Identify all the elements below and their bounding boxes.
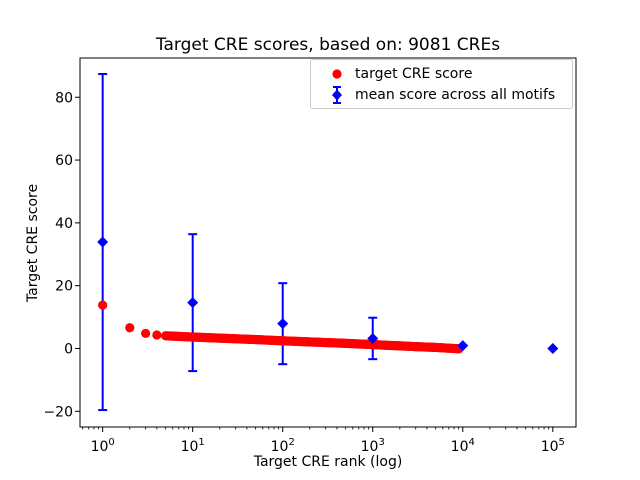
mean-score-diamond xyxy=(187,297,199,309)
mean-score-diamond xyxy=(457,340,469,352)
y-axis: −20 0 20 40 60 80 xyxy=(43,90,80,420)
red-circle-marker-icon xyxy=(319,68,355,80)
y-tick-label: 20 xyxy=(55,279,73,295)
mean-score-series xyxy=(97,236,559,354)
y-tick-label: 60 xyxy=(55,153,73,169)
y-tick-label: 80 xyxy=(55,90,73,106)
mean-score-errorbars xyxy=(98,73,378,412)
x-axis-label: Target CRE rank (log) xyxy=(253,454,403,470)
chart-title: Target CRE scores, based on: 9081 CREs xyxy=(155,35,501,55)
x-tick-label: 104 xyxy=(451,437,475,455)
x-tick-label: 105 xyxy=(541,437,565,455)
y-tick-label: 0 xyxy=(64,341,73,357)
y-axis-label: Target CRE score xyxy=(25,183,41,303)
blue-diamond-errorbar-marker-icon xyxy=(319,84,355,106)
y-tick-label: 40 xyxy=(55,216,73,232)
x-tick-label: 103 xyxy=(361,437,385,455)
target-score-point xyxy=(125,323,135,333)
x-tick-label: 101 xyxy=(181,437,205,455)
legend-label-mean-score: mean score across all motifs xyxy=(355,86,556,103)
mean-score-diamond xyxy=(547,342,559,354)
mean-score-diamond xyxy=(97,236,109,248)
y-tick-label: −20 xyxy=(43,404,73,420)
legend: target CRE score mean score across all m… xyxy=(310,59,573,109)
x-tick-label: 102 xyxy=(271,437,295,455)
plot-frame xyxy=(79,57,577,428)
x-tick-label: 100 xyxy=(91,437,115,455)
target-score-point xyxy=(141,328,151,339)
target-score-point xyxy=(98,300,108,310)
target-score-series xyxy=(98,300,464,354)
legend-label-target-score: target CRE score xyxy=(355,65,473,82)
legend-entry-target-score: target CRE score xyxy=(319,63,564,84)
mean-score-diamond xyxy=(367,332,379,344)
mean-score-diamond xyxy=(277,318,289,330)
legend-entry-mean-score: mean score across all motifs xyxy=(319,84,564,105)
target-score-point xyxy=(152,330,162,340)
x-axis: 100 101 102 103 104 105 xyxy=(82,427,565,455)
